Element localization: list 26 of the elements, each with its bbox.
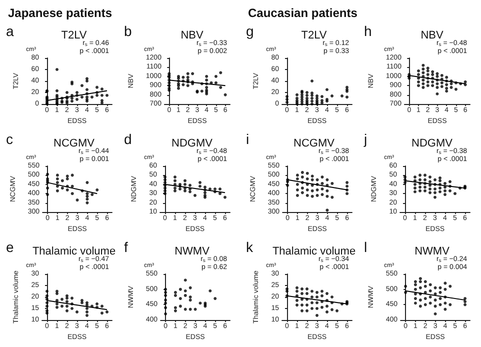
chart-title: NCGMV	[54, 138, 96, 150]
chart-title: T2LV	[301, 30, 328, 42]
text: h	[364, 23, 372, 39]
chart-title: Thalamic volume	[272, 246, 356, 258]
chart-title: T2LV	[61, 30, 88, 42]
text: l	[364, 239, 368, 255]
text: e	[6, 239, 14, 255]
chart-title: NWMV	[414, 246, 450, 258]
text: Caucasian patients	[248, 6, 358, 20]
text: f	[124, 239, 128, 255]
text: b	[124, 23, 132, 39]
chart-title: NBV	[420, 30, 444, 42]
chart-title: Thalamic volume	[32, 246, 116, 258]
chart-title: NDGMV	[412, 138, 454, 150]
text: g	[246, 23, 254, 39]
chart-title: NBV	[180, 30, 204, 42]
text: d	[124, 131, 132, 147]
chart-title: NWMV	[174, 246, 210, 258]
text: k	[246, 239, 254, 255]
text: c	[6, 131, 13, 147]
chart-title: NDGMV	[172, 138, 214, 150]
text: a	[6, 23, 14, 39]
chart-title: NCGMV	[294, 138, 336, 150]
text: j	[363, 131, 368, 147]
text: i	[246, 131, 250, 147]
text: Japanese patients	[8, 6, 112, 20]
